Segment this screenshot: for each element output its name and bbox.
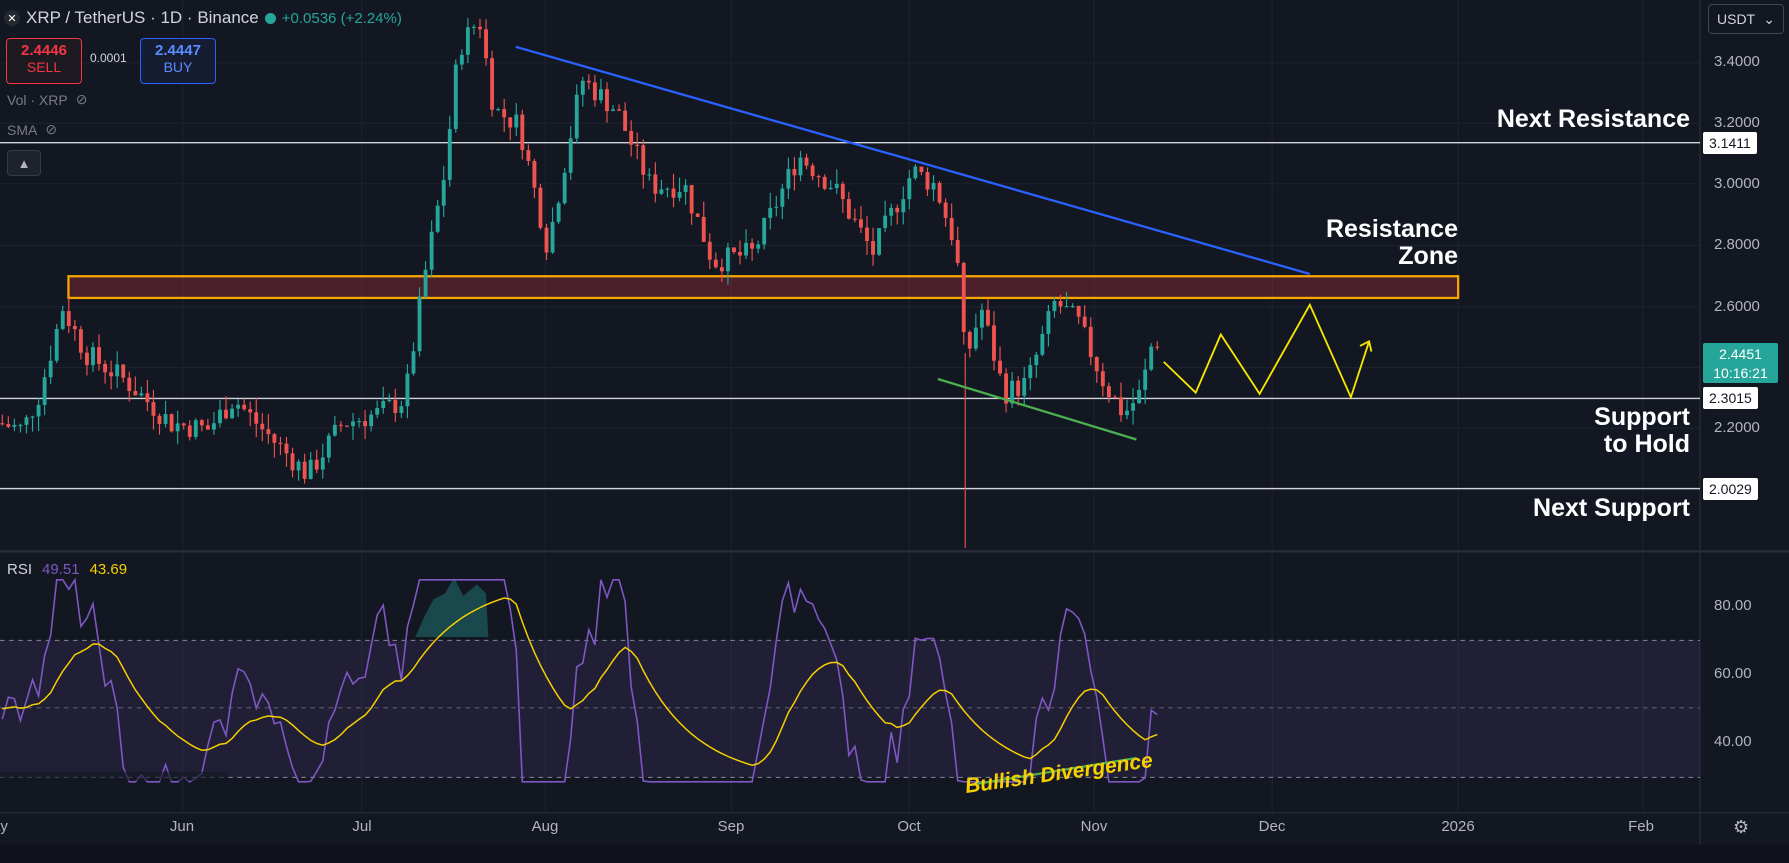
buy-button[interactable]: 2.4447 BUY bbox=[140, 38, 216, 84]
symbol-title: XRP / TetherUS · 1D · Binance bbox=[26, 8, 259, 27]
market-status-icon bbox=[264, 12, 276, 24]
currency-select[interactable]: USDT ⌄ bbox=[1708, 4, 1784, 34]
spread-value: 0.0001 bbox=[90, 51, 127, 65]
eye-off-icon[interactable]: ⊘ bbox=[45, 121, 58, 137]
annotation-line: Resistance bbox=[1325, 215, 1458, 243]
time-tick: Dec bbox=[1258, 818, 1286, 835]
settings-gear-icon[interactable]: ⚙ bbox=[1733, 817, 1750, 837]
current-price-label: 2.4451 10:16:21 bbox=[1703, 343, 1778, 383]
price-tick: 2.8000 bbox=[1714, 236, 1760, 253]
indicator-sma[interactable]: SMA ⊘ bbox=[7, 121, 57, 138]
symbol-legend[interactable]: ✕ XRP / TetherUS · 1D · Binance +0.0536 … bbox=[4, 8, 402, 28]
price-tick: 3.4000 bbox=[1714, 53, 1760, 70]
time-tick: 2026 bbox=[1441, 818, 1475, 835]
chevron-down-icon: ⌄ bbox=[1763, 10, 1775, 27]
rsi-label: RSI bbox=[7, 561, 33, 578]
price-tick: 3.2000 bbox=[1714, 114, 1760, 131]
time-tick: Jun bbox=[169, 818, 195, 835]
rsi-tick: 40.00 bbox=[1714, 733, 1752, 750]
next-support-annotation: Next Support bbox=[1533, 494, 1690, 522]
sell-label: SELL bbox=[26, 59, 62, 75]
buy-price: 2.4447 bbox=[155, 42, 201, 59]
time-tick: Oct bbox=[897, 818, 921, 835]
time-tick: Jul bbox=[352, 818, 372, 835]
chevron-up-icon: ▲ bbox=[17, 155, 31, 171]
bar-countdown: 10:16:21 bbox=[1713, 365, 1768, 381]
annotation-line: Zone bbox=[1398, 242, 1458, 270]
price-change: +0.0536 (+2.24%) bbox=[281, 9, 402, 27]
collapse-legend-button[interactable]: ▲ bbox=[7, 150, 41, 176]
support-price-label: 2.3015 bbox=[1703, 387, 1758, 409]
symbol-logo-icon: ✕ bbox=[4, 10, 20, 26]
indicator-volume[interactable]: Vol · XRP ⊘ bbox=[7, 91, 87, 108]
time-tick: Nov bbox=[1080, 818, 1108, 835]
rsi-tick: 60.00 bbox=[1714, 665, 1752, 682]
time-tick: Aug bbox=[531, 818, 559, 835]
next-resistance-price-label: 3.1411 bbox=[1703, 132, 1757, 154]
sell-button[interactable]: 2.4446 SELL bbox=[6, 38, 82, 84]
support-annotation: Support to Hold bbox=[1450, 404, 1690, 458]
current-price: 2.4451 bbox=[1719, 346, 1762, 362]
time-tick: Feb bbox=[1628, 818, 1654, 835]
annotation-line: Support bbox=[1594, 403, 1690, 431]
annotation-line: to Hold bbox=[1603, 430, 1690, 458]
currency-value: USDT bbox=[1717, 11, 1756, 27]
price-tick: 2.6000 bbox=[1714, 298, 1760, 315]
buy-label: BUY bbox=[163, 59, 193, 75]
indicator-label: SMA bbox=[7, 121, 38, 138]
indicator-label: Vol · XRP bbox=[7, 91, 68, 108]
sell-price: 2.4446 bbox=[21, 42, 67, 59]
rsi-value: 49.51 bbox=[42, 561, 80, 578]
rsi-legend[interactable]: RSI 49.51 43.69 bbox=[7, 561, 127, 578]
price-tick: 2.2000 bbox=[1714, 419, 1760, 436]
price-tick: 3.0000 bbox=[1714, 175, 1760, 192]
time-tick: Sep bbox=[717, 818, 745, 835]
rsi-tick: 80.00 bbox=[1714, 597, 1752, 614]
eye-off-icon[interactable]: ⊘ bbox=[75, 91, 88, 107]
next-support-price-label: 2.0029 bbox=[1703, 478, 1758, 500]
time-tick: ay bbox=[0, 818, 8, 835]
rsi-ma-value: 43.69 bbox=[89, 561, 128, 578]
resistance-zone-annotation: Resistance Zone bbox=[1240, 216, 1458, 270]
next-resistance-annotation: Next Resistance bbox=[1496, 105, 1690, 133]
